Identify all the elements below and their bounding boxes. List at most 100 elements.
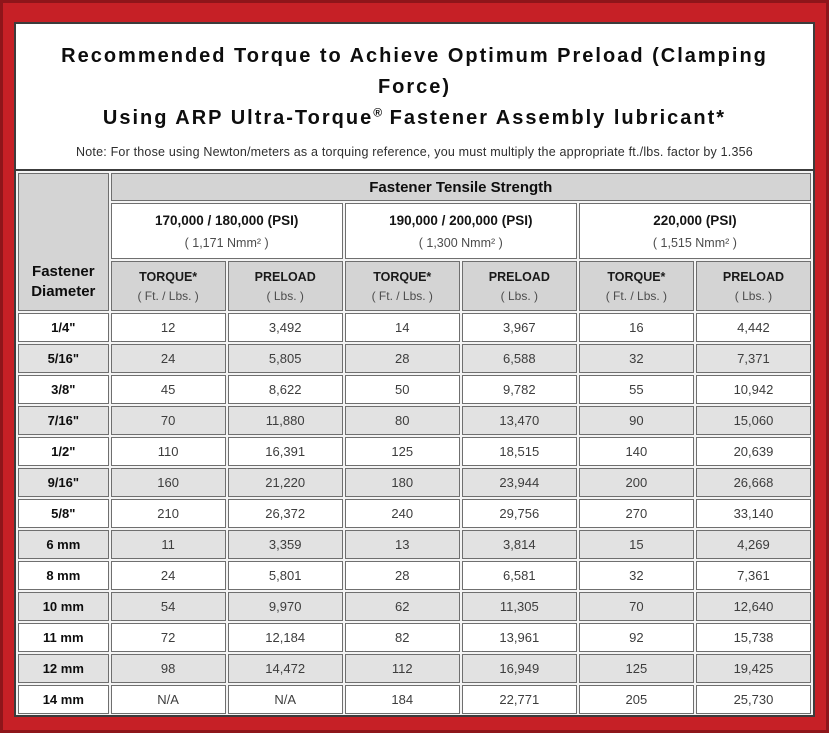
fastener-diameter-cell: 11 mm — [18, 623, 109, 652]
torque-cell: 15 — [578, 530, 694, 559]
torque-cell: 70 — [110, 406, 226, 435]
table-row: 1/2" 110 16,391 125 18,515 140 20,639 — [18, 437, 811, 466]
torque-cell: 55 — [578, 375, 694, 404]
nmm-label: ( 1,171 Nmm² ) — [184, 235, 269, 250]
torque-cell: 272 — [579, 716, 694, 717]
fastener-diameter-cell: 10 mm — [18, 592, 109, 621]
preload-cell: 16,949 — [461, 654, 577, 683]
table-row: 6 mm 11 3,359 13 3,814 15 4,269 — [18, 530, 811, 559]
fastener-diameter-cell: 5/16" — [18, 344, 109, 373]
torque-cell: 70 — [578, 592, 694, 621]
preload-cell: 11,880 — [227, 406, 343, 435]
preload-cell: 6,581 — [461, 561, 577, 590]
torque-cell: 72 — [110, 623, 226, 652]
preload-cell: 9,782 — [461, 375, 577, 404]
preload-cell: 5,805 — [227, 344, 343, 373]
torque-column-header: TORQUE* ( Ft. / Lbs. ) — [578, 261, 694, 311]
table-row: 11 mm 72 12,184 82 13,961 92 15,738 — [18, 623, 811, 652]
torque-cell: 62 — [344, 592, 460, 621]
torque-cell: 28 — [344, 344, 460, 373]
fastener-diameter-cell: 9/16" — [18, 468, 109, 497]
table-row: 7/16" 70 11,880 80 13,470 90 15,060 — [18, 406, 811, 435]
preload-cell: 3,492 — [227, 313, 343, 342]
torque-cell: 140 — [578, 437, 694, 466]
preload-cell: 29,664 — [462, 716, 577, 717]
torque-cell: 200 — [578, 468, 694, 497]
table-row: 8 mm 24 5,801 28 6,581 32 7,361 — [18, 561, 811, 590]
table-row: 5/8" 210 26,372 240 29,756 270 33,140 — [18, 499, 811, 528]
torque-cell: 24 — [110, 344, 226, 373]
preload-column-header: PRELOAD ( Lbs. ) — [227, 261, 343, 311]
torque-cell: 45 — [110, 375, 226, 404]
torque-cell: 12 — [110, 313, 226, 342]
torque-cell: 16 — [578, 313, 694, 342]
fastener-diameter-cell: 1/2" — [18, 437, 109, 466]
torque-cell: 110 — [110, 437, 226, 466]
fastener-diameter-cell: 7/16" — [18, 406, 109, 435]
torque-cell: 270 — [578, 499, 694, 528]
table-row: 1/4" 12 3,492 14 3,967 16 4,442 — [18, 313, 811, 342]
torque-cell: 13 — [344, 530, 460, 559]
fastener-diameter-cell: 5/8" — [18, 499, 109, 528]
preload-cell: 33,519 — [696, 716, 811, 717]
preload-cell: 8,622 — [227, 375, 343, 404]
torque-cell: 32 — [578, 344, 694, 373]
preload-cell: 7,371 — [695, 344, 811, 373]
torque-cell: 125 — [578, 654, 694, 683]
table-row: 16 mm N/A N/A 244 29,664 272 33,519 — [18, 716, 811, 717]
preload-cell: 29,756 — [461, 499, 577, 528]
tensile-strength-header-row: Fastener Diameter Fastener Tensile Stren… — [18, 173, 811, 311]
torque-cell: 180 — [344, 468, 460, 497]
preload-cell: 4,269 — [695, 530, 811, 559]
preload-cell: 12,640 — [695, 592, 811, 621]
torque-cell: 210 — [110, 499, 226, 528]
preload-cell: 10,942 — [695, 375, 811, 404]
torque-cell: 82 — [344, 623, 460, 652]
preload-cell: 3,359 — [227, 530, 343, 559]
torque-cell: 24 — [110, 561, 226, 590]
torque-column-header: TORQUE* ( Ft. / Lbs. ) — [110, 261, 226, 311]
torque-cell: 112 — [344, 654, 460, 683]
torque-cell: 28 — [344, 561, 460, 590]
nmm-label: ( 1,515 Nmm² ) — [652, 235, 737, 250]
torque-cell: 90 — [578, 406, 694, 435]
psi-label: 190,000 / 200,000 (PSI) — [389, 212, 533, 228]
table-row: 14 mm N/A N/A 184 22,771 205 25,730 — [18, 685, 811, 714]
strength-group-header-190-200: 190,000 / 200,000 (PSI) ( 1,300 Nmm² ) — [344, 203, 577, 259]
table-row: 5/16" 24 5,805 28 6,588 32 7,371 — [18, 344, 811, 373]
preload-cell: 26,372 — [227, 499, 343, 528]
page-title: Recommended Torque to Achieve Optimum Pr… — [24, 41, 805, 134]
torque-cell: 14 — [344, 313, 460, 342]
preload-cell: 7,361 — [695, 561, 811, 590]
torque-cell: 125 — [344, 437, 460, 466]
torque-cell: 50 — [344, 375, 460, 404]
torque-cell: 98 — [110, 654, 226, 683]
torque-cell: 240 — [344, 499, 460, 528]
tensile-strength-header: Fastener Tensile Strength — [110, 173, 811, 201]
table-row: 3/8" 45 8,622 50 9,782 55 10,942 — [18, 375, 811, 404]
torque-cell: 11 — [110, 530, 226, 559]
torque-cell: 80 — [344, 406, 460, 435]
fastener-diameter-cell: 1/4" — [18, 313, 109, 342]
torque-cell: 160 — [110, 468, 226, 497]
preload-cell: 14,472 — [227, 654, 343, 683]
torque-cell: 244 — [345, 716, 460, 717]
torque-cell: 92 — [578, 623, 694, 652]
preload-cell: 9,970 — [227, 592, 343, 621]
fastener-diameter-cell: 14 mm — [18, 685, 109, 714]
fastener-diameter-cell: 3/8" — [18, 375, 109, 404]
psi-label: 170,000 / 180,000 (PSI) — [154, 212, 299, 228]
torque-cell: 32 — [578, 561, 694, 590]
preload-cell: 5,801 — [227, 561, 343, 590]
title-line-1: Recommended Torque to Achieve Optimum Pr… — [61, 45, 768, 98]
strength-group-header-220: 220,000 (PSI) ( 1,515 Nmm² ) — [578, 203, 811, 259]
preload-cell: 22,771 — [461, 685, 577, 714]
preload-cell: 18,515 — [461, 437, 577, 466]
preload-cell: 20,639 — [695, 437, 811, 466]
registered-trademark-symbol: ® — [373, 105, 383, 120]
preload-cell: 19,425 — [695, 654, 811, 683]
table-row: 12 mm 98 14,472 112 16,949 125 19,425 — [18, 654, 811, 683]
torque-cell: 184 — [344, 685, 460, 714]
strength-group-header-170-180: 170,000 / 180,000 (PSI) ( 1,171 Nmm² ) — [110, 203, 343, 259]
preload-cell: 12,184 — [227, 623, 343, 652]
